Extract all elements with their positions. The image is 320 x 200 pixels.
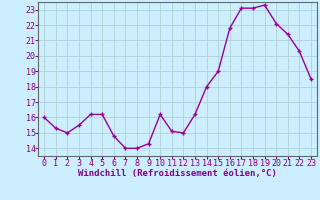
X-axis label: Windchill (Refroidissement éolien,°C): Windchill (Refroidissement éolien,°C) xyxy=(78,169,277,178)
